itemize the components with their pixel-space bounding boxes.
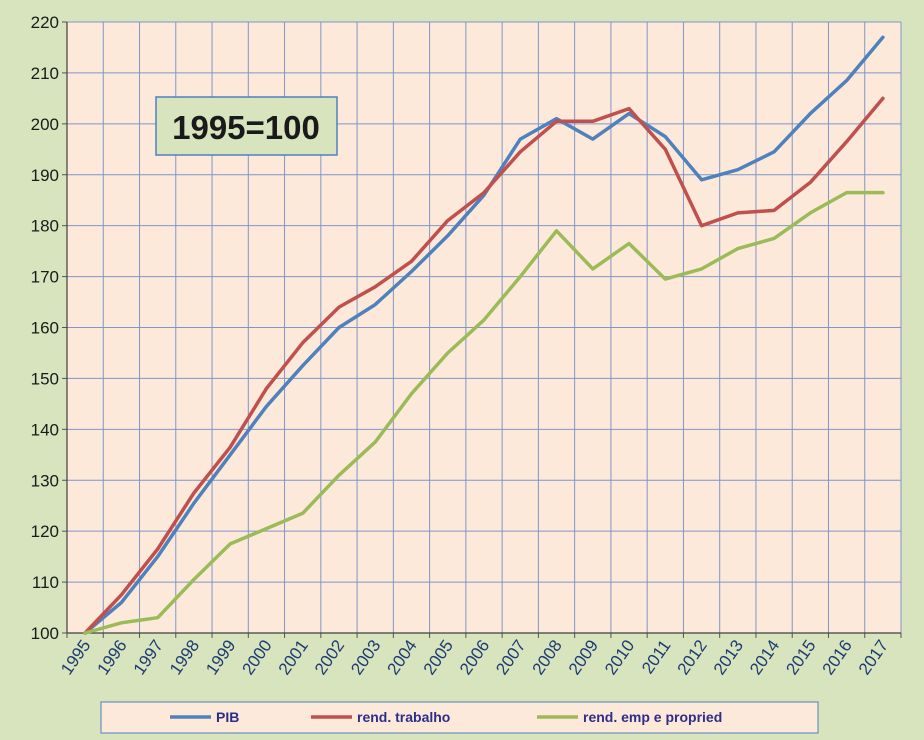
y-tick-label: 100 [31,624,59,643]
y-tick-label: 120 [31,522,59,541]
annotation-text: 1995=100 [172,109,320,146]
legend: PIB rend. trabalho rend. emp e propried [100,701,819,734]
y-tick-label: 170 [31,268,59,287]
y-tick-label: 190 [31,166,59,185]
legend-label-1: rend. trabalho [357,709,450,725]
y-tick-label: 160 [31,319,59,338]
series-line-0 [83,35,885,635]
y-tick-label: 150 [31,369,59,388]
y-axis-ticks: 100 110 120 130 140 150 160 170 180 190 200 210 220 [31,13,59,643]
y-tick-label: 220 [31,13,59,32]
legend-box [100,701,819,734]
y-tick-label: 200 [31,115,59,134]
legend-label-0: PIB [216,709,239,725]
y-tick-label: 110 [32,573,59,592]
series-line-1 [83,96,885,635]
y-tick-label: 130 [31,471,59,490]
legend-label-2: rend. emp e propried [583,709,722,725]
y-tick-label: 210 [31,64,59,83]
y-tick-label: 140 [31,420,59,439]
series-lines [83,35,885,635]
annotation-box: 1995=100 [155,96,338,156]
series-line-2 [83,190,885,635]
y-tick-label: 180 [31,217,59,236]
